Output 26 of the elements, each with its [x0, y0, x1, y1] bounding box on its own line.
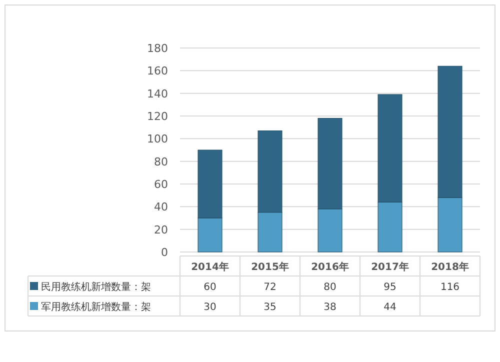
data-label: 95	[384, 282, 396, 293]
x-tick-label: 2014年	[191, 261, 229, 273]
data-label: 60	[204, 282, 216, 293]
y-tick-label: 100	[147, 132, 168, 146]
y-tick-label: 180	[147, 42, 168, 55]
y-tick-label: 160	[147, 64, 168, 78]
data-label: 38	[324, 302, 336, 313]
data-label: 80	[324, 282, 336, 293]
x-tick-label: 2016年	[311, 261, 349, 273]
data-label: 30	[204, 302, 216, 313]
y-tick-label: 80	[154, 155, 168, 168]
data-label: 35	[264, 302, 276, 313]
x-tick-label: 2017年	[371, 261, 409, 273]
y-tick-label: 40	[154, 200, 168, 214]
x-tick-label: 2015年	[251, 261, 289, 273]
data-label: 72	[264, 282, 276, 293]
y-tick-label: 60	[154, 178, 168, 191]
y-tick-label: 0	[161, 246, 168, 259]
y-tick-label: 140	[147, 87, 168, 100]
data-label: 44	[384, 302, 396, 313]
y-tick-label: 20	[154, 223, 168, 236]
y-tick-label: 120	[147, 110, 168, 123]
data-label: 116	[440, 282, 460, 293]
legend-label: 军用教练机新增数量：架	[41, 301, 151, 313]
legend-label: 民用教练机新增数量：架	[41, 281, 151, 293]
x-tick-label: 2018年	[431, 261, 469, 273]
